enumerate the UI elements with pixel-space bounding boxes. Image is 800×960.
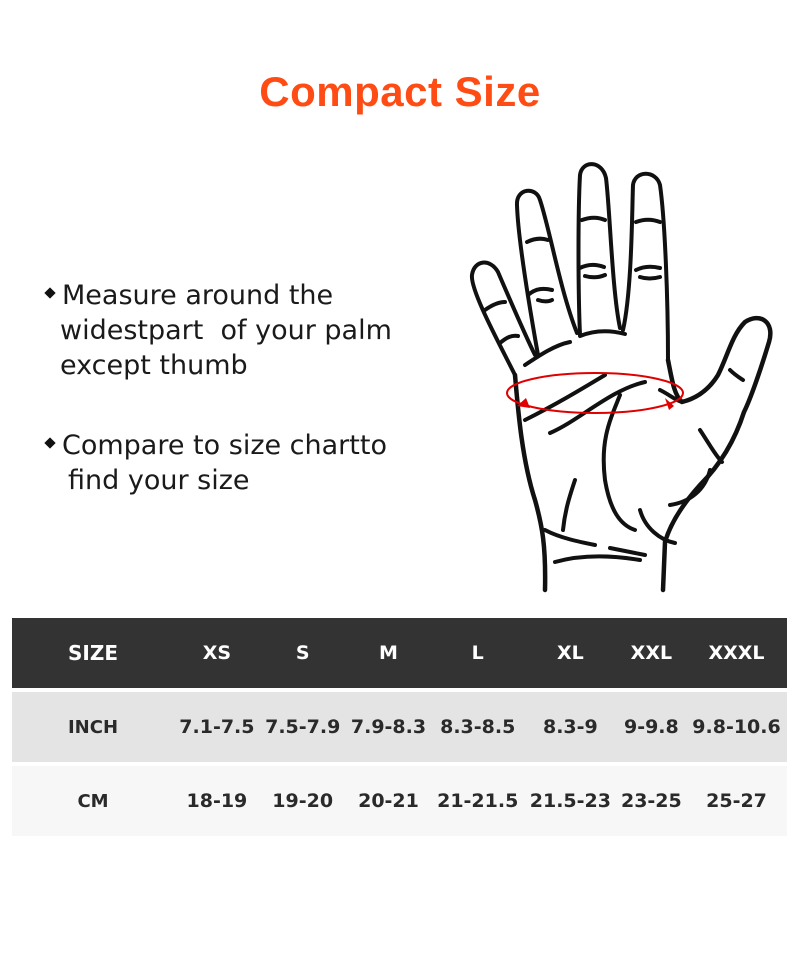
header-size: XS bbox=[202, 642, 232, 664]
diamond-bullet-icon bbox=[44, 286, 56, 299]
table-cell: 21.5-23 bbox=[529, 790, 611, 812]
table-cell: 8.3-9 bbox=[542, 716, 598, 738]
size-chart-table: SIZE XS S M L XL XXL XXXL INCH 7.1-7.5 7… bbox=[12, 618, 787, 836]
table-row-inch: INCH 7.1-7.5 7.5-7.9 7.9-8.3 8.3-8.5 8.3… bbox=[12, 692, 787, 762]
table-cell: 7.5-7.9 bbox=[265, 716, 341, 738]
table-cell: 7.1-7.5 bbox=[179, 716, 255, 738]
header-size: XXXL bbox=[708, 642, 765, 664]
instruction-line: Measure around the bbox=[62, 280, 334, 311]
table-cell: 21-21.5 bbox=[437, 790, 519, 812]
instruction-measure: Measure around the widestpart of your pa… bbox=[44, 278, 392, 383]
instruction-line: except thumb bbox=[60, 350, 248, 381]
instruction-compare: Compare to size chartto find your size bbox=[44, 428, 387, 498]
header-size: M bbox=[379, 642, 398, 664]
table-row-cm: CM 18-19 19-20 20-21 21-21.5 21.5-23 23-… bbox=[12, 766, 787, 836]
header-size: XL bbox=[556, 642, 584, 664]
header-size: S bbox=[295, 642, 310, 664]
table-cell: 19-20 bbox=[272, 790, 334, 812]
table-cell: 18-19 bbox=[186, 790, 248, 812]
table-cell: 8.3-8.5 bbox=[440, 716, 516, 738]
table-header-row: SIZE XS S M L XL XXL XXXL bbox=[12, 618, 787, 688]
diamond-bullet-icon bbox=[44, 436, 56, 449]
instruction-line: widestpart of your palm bbox=[60, 315, 392, 346]
page-title: Compact Size bbox=[259, 68, 541, 115]
header-size: XXL bbox=[630, 642, 673, 664]
table-cell: 9-9.8 bbox=[623, 716, 679, 738]
header-size: L bbox=[471, 642, 484, 664]
instruction-line: Compare to size chartto bbox=[62, 430, 387, 461]
header-size-label: SIZE bbox=[67, 641, 118, 665]
table-cell: 9.8-10.6 bbox=[692, 716, 781, 738]
table-cell: 7.9-8.3 bbox=[350, 716, 427, 738]
table-cell: 20-21 bbox=[358, 790, 419, 812]
instruction-line: find your size bbox=[68, 465, 250, 496]
table-cell: 23-25 bbox=[620, 790, 682, 812]
hand-palm-measure-icon bbox=[469, 162, 773, 593]
row-label: CM bbox=[77, 790, 109, 812]
table-cell: 25-27 bbox=[706, 790, 767, 812]
row-label: INCH bbox=[67, 716, 119, 738]
